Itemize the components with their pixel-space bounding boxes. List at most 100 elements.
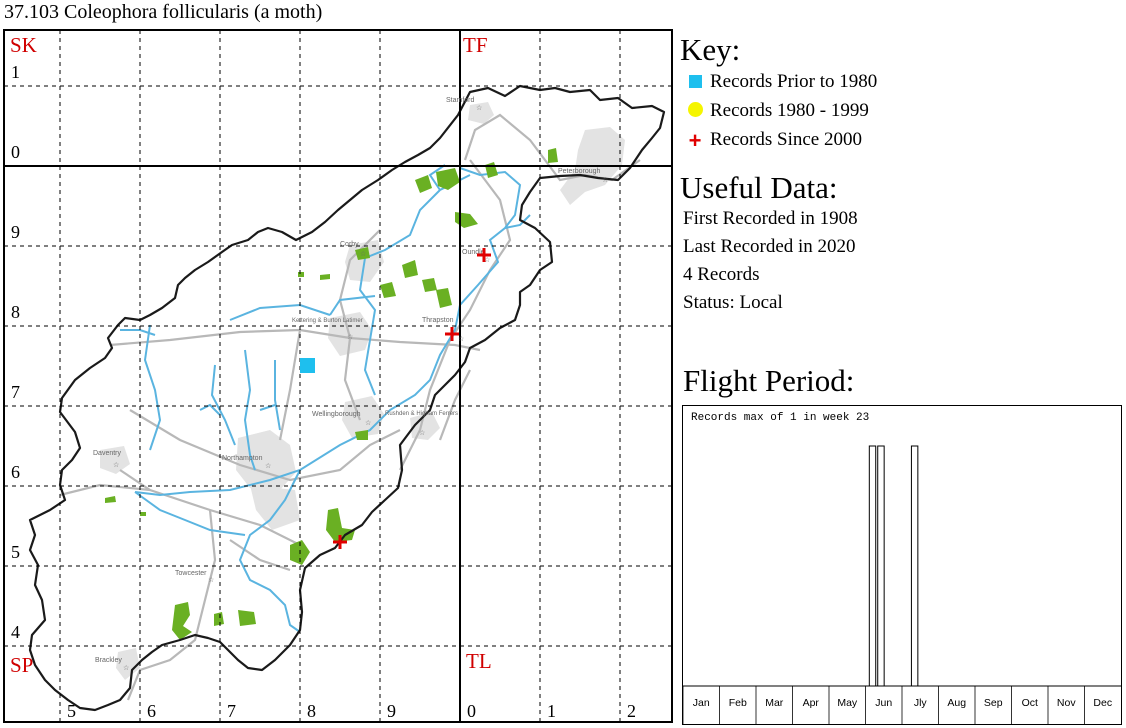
easting-label: 8	[307, 701, 316, 721]
northing-label: 4	[11, 622, 20, 642]
star-icon: ☆	[265, 462, 271, 470]
easting-label: 6	[147, 701, 156, 721]
key-item-1980-1999: Records 1980 - 1999	[686, 100, 869, 123]
northing-labels: 1 0 9 8 7 6 5 4	[11, 62, 20, 642]
northing-label: 8	[11, 302, 20, 322]
town-markers: Stamford ☆ Peterborough ☆ Corby ☆ Oundle…	[93, 97, 608, 672]
northing-label: 5	[11, 542, 20, 562]
northing-label: 9	[11, 222, 20, 242]
star-icon: ☆	[123, 664, 129, 672]
easting-label: 1	[547, 701, 556, 721]
month-label-feb: Feb	[729, 697, 747, 709]
easting-labels: 5 6 7 8 9 0 1 2	[67, 701, 636, 721]
town-label: Northampton	[222, 455, 263, 462]
star-icon: ☆	[360, 250, 366, 258]
yellow-circle-icon	[686, 101, 704, 123]
square-label-sp: SP	[10, 653, 33, 677]
flight-period-chart: Jan Feb Mar Apr May Jun Jly Aug Sep Oct Nov Dec Rec…	[682, 405, 1122, 725]
town-label: Rushden & Higham Ferrers	[385, 411, 458, 417]
key-item-since2000: + Records Since 2000	[686, 129, 862, 152]
town-label: Thrapston	[422, 317, 454, 324]
county-boundary	[28, 84, 666, 712]
key-item-label: Records Since 2000	[710, 129, 862, 150]
month-label-jun: Jun	[875, 697, 892, 709]
northing-label: 1	[11, 62, 20, 82]
town-oundle: Oundle ☆	[462, 249, 490, 264]
flight-bars	[868, 445, 919, 687]
town-corby: Corby ☆	[340, 241, 366, 258]
town-label: Brackley	[95, 657, 122, 664]
star-icon: ☆	[602, 176, 608, 184]
key-title: Key:	[680, 32, 741, 67]
month-label-apr: Apr	[803, 697, 820, 709]
status: Status: Local	[683, 292, 783, 313]
woodland-areas	[105, 148, 558, 640]
key-item-label: Records 1980 - 1999	[710, 100, 869, 121]
key-item-pre1980: Records Prior to 1980	[686, 71, 877, 94]
town-daventry: Daventry ☆	[93, 450, 122, 469]
star-icon: ☆	[208, 576, 214, 584]
record-pre1980-marker[interactable]	[300, 358, 315, 373]
town-towcester: Towcester ☆	[175, 570, 214, 584]
grid-major-lines	[3, 29, 673, 723]
star-icon: ☆	[347, 333, 353, 341]
town-stamford: Stamford ☆	[446, 97, 482, 112]
month-label-jan: Jan	[693, 697, 710, 709]
town-label: Corby	[340, 241, 359, 248]
town-rushden: Rushden & Higham Ferrers ☆	[385, 411, 458, 437]
star-icon: ☆	[419, 429, 425, 437]
record-since2000-marker[interactable]	[445, 327, 459, 341]
town-kettering: Kettering & Burton Latimer ☆	[292, 318, 363, 341]
flight-month-axis: Jan Feb Mar Apr May Jun Jly Aug Sep Oct Nov Dec	[683, 686, 1112, 724]
month-label-mar: Mar	[765, 697, 784, 709]
red-cross-icon: +	[688, 127, 702, 153]
record-since2000-marker[interactable]	[333, 535, 347, 549]
easting-label: 0	[467, 701, 476, 721]
page-title: 37.103 Coleophora follicularis (a moth)	[4, 1, 323, 23]
key-item-label: Records Prior to 1980	[710, 71, 878, 92]
first-recorded: First Recorded in 1908	[683, 208, 858, 229]
record-markers	[300, 248, 491, 549]
town-label: Towcester	[175, 570, 207, 577]
month-label-nov: Nov	[1057, 697, 1076, 709]
easting-label: 5	[67, 701, 76, 721]
grid-lines	[4, 30, 672, 722]
easting-label: 9	[387, 701, 396, 721]
flight-bar-week-28	[910, 445, 919, 687]
star-icon: ☆	[113, 461, 119, 469]
month-label-oct: Oct	[1022, 697, 1038, 709]
square-label-tf: TF	[463, 33, 488, 57]
record-since2000-marker[interactable]	[477, 248, 491, 262]
square-label-tl: TL	[466, 649, 492, 673]
northing-label: 6	[11, 462, 20, 482]
flight-bar-week-24	[877, 445, 885, 687]
star-icon: ☆	[365, 419, 371, 427]
blue-square-icon	[686, 72, 704, 94]
northing-label: 0	[11, 142, 20, 162]
river-network	[120, 164, 531, 633]
last-recorded: Last Recorded in 2020	[683, 236, 856, 257]
town-brackley: Brackley ☆	[95, 657, 129, 672]
flight-caption: Records max of 1 in week 23	[691, 412, 870, 424]
star-icon: ☆	[458, 335, 464, 343]
easting-label: 2	[627, 701, 636, 721]
town-label: Daventry	[93, 450, 122, 457]
flight-period-title: Flight Period:	[683, 363, 855, 398]
month-label-may: May	[837, 697, 858, 709]
distribution-map[interactable]: SK TF SP TL 1 0 9 8 7 6 5 4 5 6 7 8 9 0 …	[0, 0, 680, 728]
town-label: Kettering & Burton Latimer	[292, 318, 363, 324]
month-label-aug: Aug	[947, 697, 966, 709]
star-icon: ☆	[476, 104, 482, 112]
town-northampton: Northampton ☆	[222, 455, 271, 470]
month-label-jly: Jly	[914, 697, 928, 709]
town-label: Wellingborough	[312, 411, 361, 418]
town-label: Stamford	[446, 97, 475, 104]
star-icon: ☆	[484, 256, 490, 264]
town-label: Oundle	[462, 249, 485, 256]
useful-data-title: Useful Data:	[680, 170, 838, 205]
month-label-dec: Dec	[1093, 697, 1112, 709]
square-label-sk: SK	[10, 33, 37, 57]
easting-label: 7	[227, 701, 236, 721]
town-label: Peterborough	[558, 168, 601, 175]
month-label-sep: Sep	[984, 697, 1003, 709]
